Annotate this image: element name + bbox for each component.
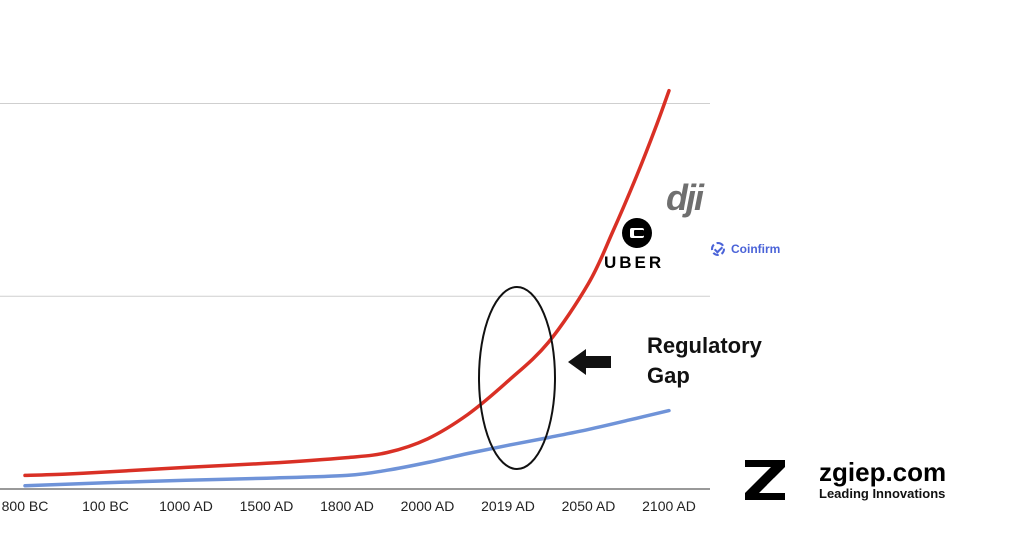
x-tick-label: 2000 AD [401,498,455,514]
x-tick-label: 2100 AD [642,498,696,514]
brand-name: zgiep.com [819,457,947,487]
gap-ellipse [478,286,556,470]
dji-logo: dji [666,177,704,218]
brand-tagline: Leading Innovations [819,486,946,501]
x-tick-label: 1500 AD [240,498,294,514]
x-tick-labels: 800 BC 100 BC 1000 AD 1500 AD 1800 AD 2000 AD… [2,498,696,514]
regulatory-gap-label: Regulatory Gap [647,331,762,391]
x-tick-label: 2019 AD [481,498,535,514]
coinfirm-logo: Coinfirm [711,239,780,259]
coinfirm-wordmark: Coinfirm [731,242,781,256]
z-logo-icon [745,460,785,500]
series-line-blue [23,408,671,488]
regulatory-gap-line2: Gap [647,363,690,388]
x-tick-label: 1000 AD [159,498,213,514]
x-tick-label: 2050 AD [562,498,616,514]
uber-logo: UBER [598,218,678,274]
series-lines [23,88,671,488]
x-tick-label: 1800 AD [320,498,374,514]
uber-icon [622,218,652,248]
coinfirm-check-icon [711,242,725,256]
regulatory-gap-line1: Regulatory [647,333,762,358]
series-line-red [23,88,671,478]
grid-lines [0,103,710,297]
x-tick-label: 100 BC [82,498,129,514]
uber-wordmark: UBER [604,253,665,272]
x-tick-label: 800 BC [2,498,49,514]
left-arrow-icon [568,349,611,375]
